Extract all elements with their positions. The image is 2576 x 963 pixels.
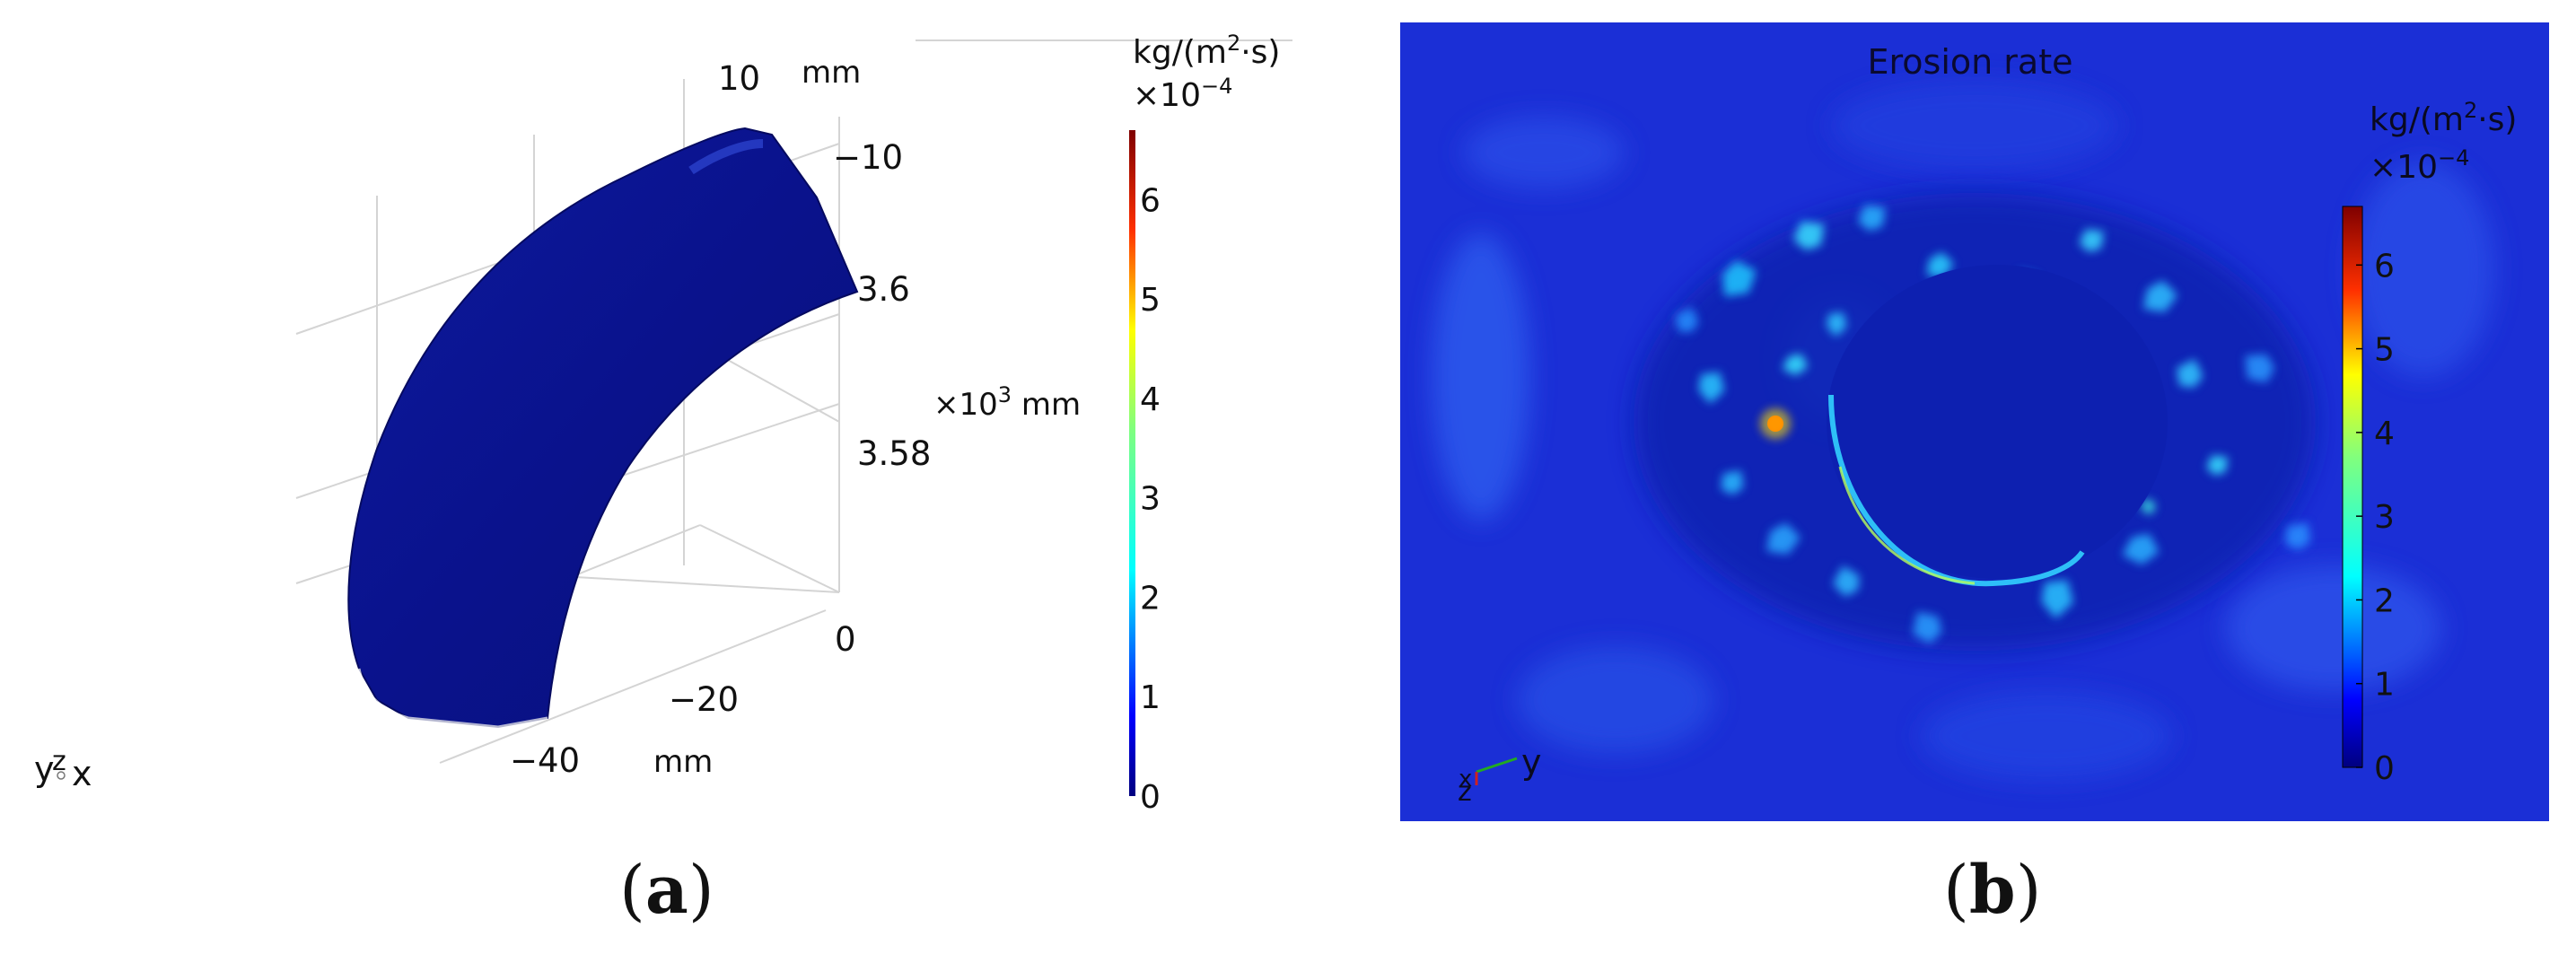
triad-origin-icon <box>57 771 66 780</box>
pipe-highlight <box>688 139 764 175</box>
erosion-hotspot <box>1782 354 1809 376</box>
panel-a-3d-pipe-plot: 10 mm −10 3.6 ×103 mm 3.58 0 −20 −40 mm … <box>34 31 1292 816</box>
x-tick-0: 0 <box>835 620 856 659</box>
erosion-hotspot <box>2284 522 2310 550</box>
colorbar-b-scale: ×10−4 <box>2370 145 2469 186</box>
erosion-hotspot <box>1675 307 1699 333</box>
erosion-crescent-inner <box>1838 466 1976 585</box>
x-tick-neg40: −40 <box>510 741 580 780</box>
colorbar-a-tick-label: 3 <box>1140 481 1161 518</box>
triad-y-label: y <box>34 749 55 789</box>
erosion-hotspot <box>1722 260 1757 297</box>
x-tick-neg10: −10 <box>833 138 903 177</box>
triad-b-x-label: x <box>1459 766 1472 792</box>
colorbar-a-tick-label: 1 <box>1140 679 1161 716</box>
colorbar-a-unit: kg/(m2·s) <box>1133 31 1280 71</box>
y-multiplier-label: ×103 mm <box>933 382 1081 423</box>
colorbar-a-bar <box>1129 130 1135 796</box>
erosion-hotspot <box>1721 470 1744 495</box>
colorbar-a-tick-label: 4 <box>1140 381 1161 418</box>
colorbar-a-tick-label: 2 <box>1140 580 1161 617</box>
y-tick-3-6: 3.6 <box>857 270 910 309</box>
caption-b: (b) <box>1943 852 2042 929</box>
panel-a-axis-triad: y z x <box>34 746 92 793</box>
erosion-hotspot <box>1926 252 1954 278</box>
erosion-hotspot <box>2176 359 2204 388</box>
colorbar-b-tick-label: 4 <box>2374 416 2395 452</box>
colorbar-a-tick-label: 0 <box>1140 779 1161 816</box>
erosion-hotspot <box>1793 221 1825 250</box>
erosion-hotspot <box>2206 455 2229 476</box>
erosion-hotspots <box>1675 205 2310 643</box>
pipe-opening <box>1827 265 2168 579</box>
colorbar-a-ticks: 0 1 2 3 4 5 6 <box>1140 182 1161 815</box>
y-tick-3-58: 3.58 <box>857 434 931 473</box>
colorbar-b-ticks: 0 1 2 3 4 5 6 <box>2356 248 2395 787</box>
z-unit-label: mm <box>802 55 861 91</box>
triad-x-label: x <box>72 754 92 793</box>
panel-b-colorbar: kg/(m2·s) ×10−4 0 1 2 3 4 5 6 <box>2342 98 2517 787</box>
panel-a-axis-labels: 10 mm −10 3.6 ×103 mm 3.58 0 −20 −40 mm <box>510 55 1081 780</box>
erosion-hotspot <box>1833 565 1860 597</box>
triad-b-y-label: y <box>1521 742 1542 782</box>
panel-a-colorbar: kg/(m2·s) ×10−4 0 1 2 3 4 5 6 <box>1129 31 1280 816</box>
colorbar-b-tick-label: 5 <box>2374 332 2395 369</box>
x-unit-label: mm <box>653 744 713 780</box>
colorbar-b-tick-label: 2 <box>2374 582 2395 619</box>
panel-b-erosion-rate-map: Erosion rate kg/(m2·s) ×10−4 0 1 2 3 4 5 6 y z… <box>1400 22 2549 821</box>
erosion-hotspot <box>2041 580 2073 619</box>
erosion-hotspot <box>1913 611 1942 643</box>
erosion-hotspot <box>2079 229 2104 252</box>
pipe-elbow-surface <box>347 127 859 729</box>
colorbar-a-scale: ×10−4 <box>1133 74 1232 114</box>
erosion-hotspot <box>2245 354 2274 383</box>
colorbar-b-tick-label: 6 <box>2374 248 2395 285</box>
erosion-hotspot <box>1857 205 1886 232</box>
panel-b-title: Erosion rate <box>1867 42 2072 82</box>
triad-z-label: z <box>52 746 66 777</box>
pipe-bottom-rim <box>357 668 548 729</box>
colorbar-b-bar <box>2342 206 2363 768</box>
erosion-hotspot <box>1827 312 1847 337</box>
erosion-hotspot <box>1698 372 1725 404</box>
colorbar-b-tick-label: 3 <box>2374 499 2395 536</box>
colorbar-b-tick-label: 0 <box>2374 750 2395 787</box>
colorbar-a-tick-label: 5 <box>1140 282 1161 319</box>
erosion-hotspot <box>2141 498 2156 515</box>
caption-a: (a) <box>619 852 714 929</box>
x-tick-neg20: −20 <box>669 680 739 719</box>
panel-b-axis-triad: y z x <box>1458 742 1542 808</box>
colorbar-b-unit: kg/(m2·s) <box>2370 98 2517 138</box>
erosion-hotspot <box>2122 533 2160 565</box>
triad-b-z-label: z <box>1458 776 1472 808</box>
erosion-hotspot <box>2143 280 2177 312</box>
colorbar-b-tick-label: 1 <box>2374 667 2395 704</box>
erosion-hotspot <box>1766 522 1801 555</box>
z-tick-10: 10 <box>718 59 760 98</box>
colorbar-a-tick-label: 6 <box>1140 182 1161 219</box>
